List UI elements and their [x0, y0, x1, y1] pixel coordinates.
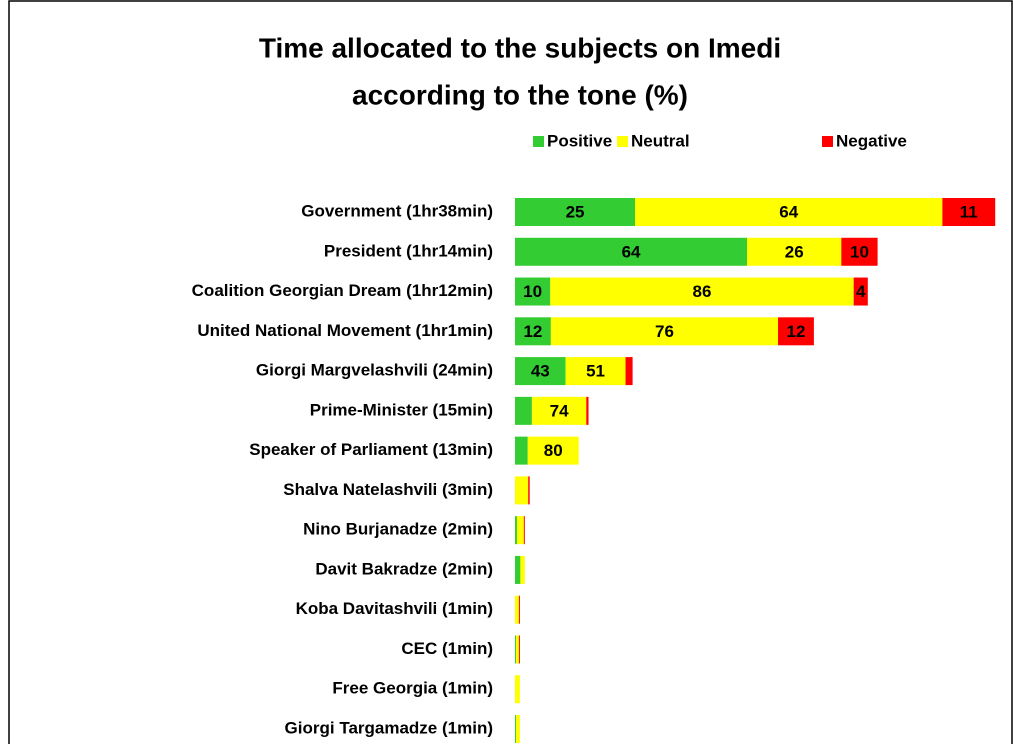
- bar-segment: [515, 317, 551, 346]
- category-label: Government (1hr38min): [301, 201, 493, 220]
- legend-swatch: [533, 136, 544, 147]
- bar-segment: [747, 237, 842, 266]
- bar-segment: [515, 555, 521, 584]
- value-label: 4: [856, 282, 866, 301]
- category-label: Nino Burjanadze (2min): [303, 520, 493, 539]
- value-label: 26: [785, 242, 804, 261]
- bar-segment: [515, 635, 519, 664]
- bar-segment: [853, 277, 868, 306]
- bar-segment: [625, 357, 633, 386]
- bar-segment: [518, 595, 520, 624]
- legend-swatch: [822, 136, 833, 147]
- category-label: President (1hr14min): [324, 241, 493, 260]
- bar-segment: [520, 555, 525, 584]
- bar-segment: [515, 396, 532, 425]
- bar-segment: [518, 635, 520, 664]
- value-label: 51: [586, 362, 605, 381]
- bar-segment: [550, 277, 854, 306]
- category-label: Speaker of Parliament (13min): [249, 440, 493, 459]
- bar-segment: [531, 396, 587, 425]
- legend-label: Neutral: [631, 131, 690, 150]
- bar-segment: [586, 396, 589, 425]
- bar-segment: [515, 595, 519, 624]
- bar-segment: [515, 516, 517, 545]
- value-label: 86: [693, 282, 712, 301]
- value-label: 10: [850, 242, 869, 261]
- category-label: CEC (1min): [401, 639, 493, 658]
- bar-segment: [778, 317, 814, 346]
- value-label: 25: [566, 202, 585, 221]
- bar-segment: [565, 357, 626, 386]
- bar-segment: [515, 357, 566, 386]
- category-label: Coalition Georgian Dream (1hr12min): [192, 281, 493, 300]
- category-label: Free Georgia (1min): [332, 679, 493, 698]
- value-label: 76: [655, 322, 674, 341]
- category-label: Giorgi Targamadze (1min): [285, 718, 493, 737]
- bar-segment: [515, 635, 516, 664]
- bar-segment: [516, 516, 524, 545]
- legend-label: Negative: [836, 131, 907, 150]
- value-label: 43: [531, 362, 550, 381]
- value-label: 12: [523, 322, 542, 341]
- chart-title: Time allocated to the subjects on Imedi: [259, 32, 781, 63]
- value-label: 74: [550, 401, 569, 420]
- category-label: Davit Bakradze (2min): [315, 559, 493, 578]
- bar-segment: [515, 198, 636, 226]
- category-label: Prime-Minister (15min): [310, 400, 493, 419]
- frame: [8, 0, 1013, 744]
- value-label: 11: [960, 202, 978, 221]
- bar-segment: [515, 277, 551, 306]
- value-label: 64: [622, 242, 641, 261]
- bar-segment: [515, 675, 520, 704]
- chart-title: according to the tone (%): [352, 79, 688, 110]
- legend-swatch: [617, 136, 628, 147]
- category-label: United National Movement (1hr1min): [197, 321, 493, 340]
- legend-label: Positive: [547, 131, 612, 150]
- category-label: Shalva Natelashvili (3min): [283, 480, 493, 499]
- bar-segment: [515, 476, 529, 505]
- value-label: 80: [544, 441, 563, 460]
- bar-segment: [515, 237, 748, 266]
- bar-segment: [528, 476, 530, 505]
- value-label: 64: [779, 202, 798, 221]
- bar-segment: [523, 516, 525, 545]
- category-label: Koba Davitashvili (1min): [296, 599, 493, 618]
- bar-segment: [942, 198, 996, 226]
- value-label: 10: [523, 282, 542, 301]
- bar-segment: [550, 317, 779, 346]
- bar-segment: [527, 436, 579, 465]
- bar-segment: [841, 237, 878, 266]
- bar-segment: [515, 715, 520, 744]
- bar-segment: [515, 436, 528, 465]
- category-label: Giorgi Margvelashvili (24min): [256, 361, 493, 380]
- value-label: 12: [787, 322, 806, 341]
- bar-segment: [515, 715, 516, 744]
- bar-segment: [635, 198, 943, 226]
